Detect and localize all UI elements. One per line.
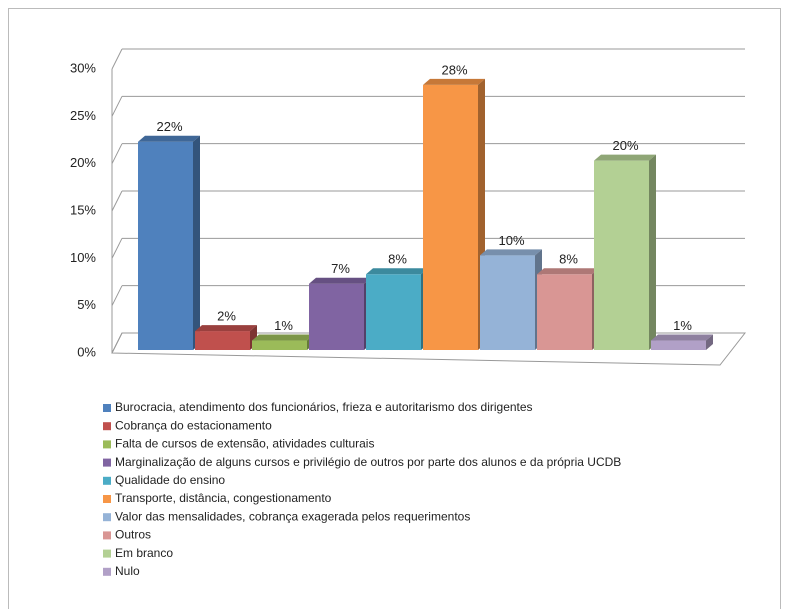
data-label: 20%: [612, 138, 638, 153]
y-tick-label: 0%: [77, 344, 96, 359]
y-tick-label: 15%: [70, 202, 96, 217]
legend-label: Marginalização de alguns cursos e privil…: [115, 455, 621, 469]
bar-top: [651, 334, 713, 341]
data-label: 1%: [274, 318, 293, 333]
bar: [423, 84, 478, 350]
legend-swatch: [103, 495, 111, 503]
bar-top: [138, 135, 200, 142]
bar: [537, 274, 592, 350]
data-label: 10%: [498, 233, 524, 248]
bar-top: [195, 325, 257, 332]
data-label: 2%: [217, 309, 236, 324]
bar: [309, 283, 364, 350]
y-tick-label: 20%: [70, 155, 96, 170]
bar: [138, 141, 193, 350]
bar-top: [480, 249, 542, 256]
legend-swatch: [103, 458, 111, 467]
grid-line: [111, 48, 123, 70]
bar-side: [706, 334, 713, 350]
data-label: 8%: [388, 252, 407, 267]
bar-top: [366, 268, 428, 275]
y-tick-label: 10%: [70, 250, 96, 265]
grid-line: [111, 190, 123, 212]
bar: [594, 160, 649, 350]
data-label: 8%: [559, 252, 578, 267]
bar-top: [309, 277, 371, 284]
legend-swatch: [103, 476, 111, 485]
grid-line: [111, 143, 123, 164]
y-tick-label: 25%: [70, 108, 96, 123]
bar-side: [649, 154, 656, 350]
chart-border: [8, 8, 781, 609]
legend-swatch: [103, 549, 111, 558]
bar: [366, 274, 421, 350]
legend-swatch: [103, 404, 111, 412]
legend-label: Cobrança do estacionamento: [115, 418, 272, 432]
grid-line: [111, 285, 123, 306]
legend-label: Falta de cursos de extensão, atividades …: [115, 437, 374, 451]
bar-top: [423, 78, 485, 85]
bar: [480, 255, 535, 350]
bar-top: [252, 334, 314, 341]
legend-label: Burocracia, atendimento dos funcionários…: [115, 400, 533, 414]
bar: [195, 331, 250, 350]
grid-line: [111, 332, 123, 354]
legend-label: Qualidade do ensino: [115, 473, 225, 487]
legend-label: Transporte, distância, congestionamento: [115, 491, 332, 505]
legend-swatch: [103, 567, 111, 576]
bar: [252, 340, 307, 350]
bar-top: [537, 268, 599, 275]
legend-label: Em branco: [115, 546, 173, 560]
y-tick-label: 30%: [70, 60, 96, 75]
data-label: 1%: [673, 318, 692, 333]
legend-label: Valor das mensalidades, cobrança exagera…: [115, 509, 470, 523]
legend-swatch: [103, 531, 111, 540]
grid-line: [111, 96, 123, 117]
y-tick-label: 5%: [77, 297, 96, 312]
legend-swatch: [103, 440, 111, 449]
legend-label: Outros: [115, 528, 151, 542]
data-label: 22%: [156, 119, 182, 134]
data-label: 7%: [331, 261, 350, 276]
legend-swatch: [103, 513, 111, 522]
bar-side: [193, 135, 200, 350]
legend-label: Nulo: [115, 564, 140, 578]
bar: [651, 340, 706, 350]
grid-line: [111, 238, 123, 259]
data-label: 28%: [441, 62, 467, 77]
bar-top: [594, 154, 656, 161]
legend-swatch: [103, 422, 111, 431]
